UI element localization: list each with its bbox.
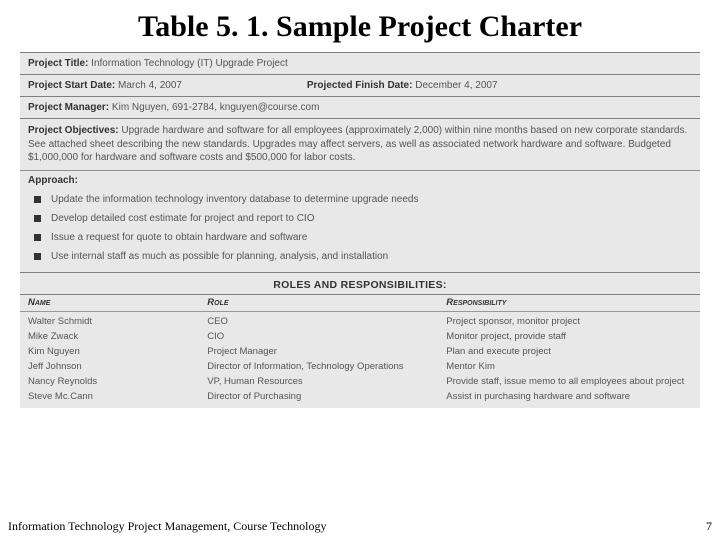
square-bullet-icon [34, 253, 41, 260]
label-objectives: Project Objectives: [28, 125, 119, 136]
cell-role: CEO [207, 316, 446, 327]
cell-name: Mike Zwack [28, 331, 207, 342]
cell-name: Jeff Johnson [28, 361, 207, 372]
cell-resp: Project sponsor, monitor project [446, 316, 692, 327]
roles-heading: ROLES AND RESPONSIBILITIES: [20, 272, 700, 294]
table-row: Jeff JohnsonDirector of Information, Tec… [20, 359, 700, 374]
cell-role: Director of Information, Technology Oper… [207, 361, 446, 372]
value-start-date: March 4, 2007 [118, 80, 182, 91]
approach-item: Issue a request for quote to obtain hard… [28, 228, 692, 247]
approach-text: Use internal staff as much as possible f… [51, 251, 388, 262]
row-manager: Project Manager: Kim Nguyen, 691-2784, k… [20, 96, 700, 118]
approach-text: Develop detailed cost estimate for proje… [51, 213, 314, 224]
row-project-title: Project Title: Information Technology (I… [20, 52, 700, 74]
table-row: Nancy ReynoldsVP, Human ResourcesProvide… [20, 374, 700, 389]
cell-name: Kim Nguyen [28, 346, 207, 357]
square-bullet-icon [34, 196, 41, 203]
cell-resp: Mentor Kim [446, 361, 692, 372]
approach-item: Develop detailed cost estimate for proje… [28, 209, 692, 228]
cell-name: Walter Schmidt [28, 316, 207, 327]
roles-header-row: Name Role Responsibility [20, 295, 700, 312]
cell-resp: Assist in purchasing hardware and softwa… [446, 391, 692, 402]
label-approach: Approach: [28, 175, 692, 186]
approach-item: Update the information technology invent… [28, 190, 692, 209]
cell-resp: Plan and execute project [446, 346, 692, 357]
label-manager: Project Manager: [28, 102, 109, 113]
square-bullet-icon [34, 215, 41, 222]
table-row: Walter SchmidtCEOProject sponsor, monito… [20, 314, 700, 329]
row-objectives: Project Objectives: Upgrade hardware and… [20, 118, 700, 170]
value-manager: Kim Nguyen, 691-2784, knguyen@course.com [112, 102, 320, 113]
cell-resp: Monitor project, provide staff [446, 331, 692, 342]
roles-table: Name Role Responsibility Walter SchmidtC… [20, 294, 700, 408]
col-name: Name [28, 297, 207, 308]
approach-text: Issue a request for quote to obtain hard… [51, 232, 307, 243]
row-dates: Project Start Date: March 4, 2007 Projec… [20, 74, 700, 96]
cell-role: Project Manager [207, 346, 446, 357]
cell-role: CIO [207, 331, 446, 342]
approach-item: Use internal staff as much as possible f… [28, 247, 692, 266]
footer-left: Information Technology Project Managemen… [8, 519, 326, 534]
label-start-date: Project Start Date: [28, 80, 115, 91]
table-row: Steve Mc.CannDirector of PurchasingAssis… [20, 389, 700, 404]
footer: Information Technology Project Managemen… [8, 519, 712, 534]
col-resp: Responsibility [446, 297, 692, 308]
table-row: Kim NguyenProject ManagerPlan and execut… [20, 344, 700, 359]
cell-role: Director of Purchasing [207, 391, 446, 402]
col-role: Role [207, 297, 446, 308]
label-finish-date: Projected Finish Date: [307, 80, 413, 91]
footer-page: 7 [706, 519, 712, 534]
cell-name: Steve Mc.Cann [28, 391, 207, 402]
charter-body: Project Title: Information Technology (I… [20, 52, 700, 408]
value-finish-date: December 4, 2007 [415, 80, 497, 91]
label-project-title: Project Title: [28, 58, 88, 69]
cell-name: Nancy Reynolds [28, 376, 207, 387]
cell-resp: Provide staff, issue memo to all employe… [446, 376, 692, 387]
value-project-title: Information Technology (IT) Upgrade Proj… [91, 58, 288, 69]
page-title: Table 5. 1. Sample Project Charter [0, 0, 720, 52]
table-row: Mike ZwackCIOMonitor project, provide st… [20, 329, 700, 344]
approach-text: Update the information technology invent… [51, 194, 418, 205]
square-bullet-icon [34, 234, 41, 241]
value-objectives: Upgrade hardware and software for all em… [28, 125, 687, 163]
approach-section: Approach: Update the information technol… [20, 170, 700, 272]
cell-role: VP, Human Resources [207, 376, 446, 387]
